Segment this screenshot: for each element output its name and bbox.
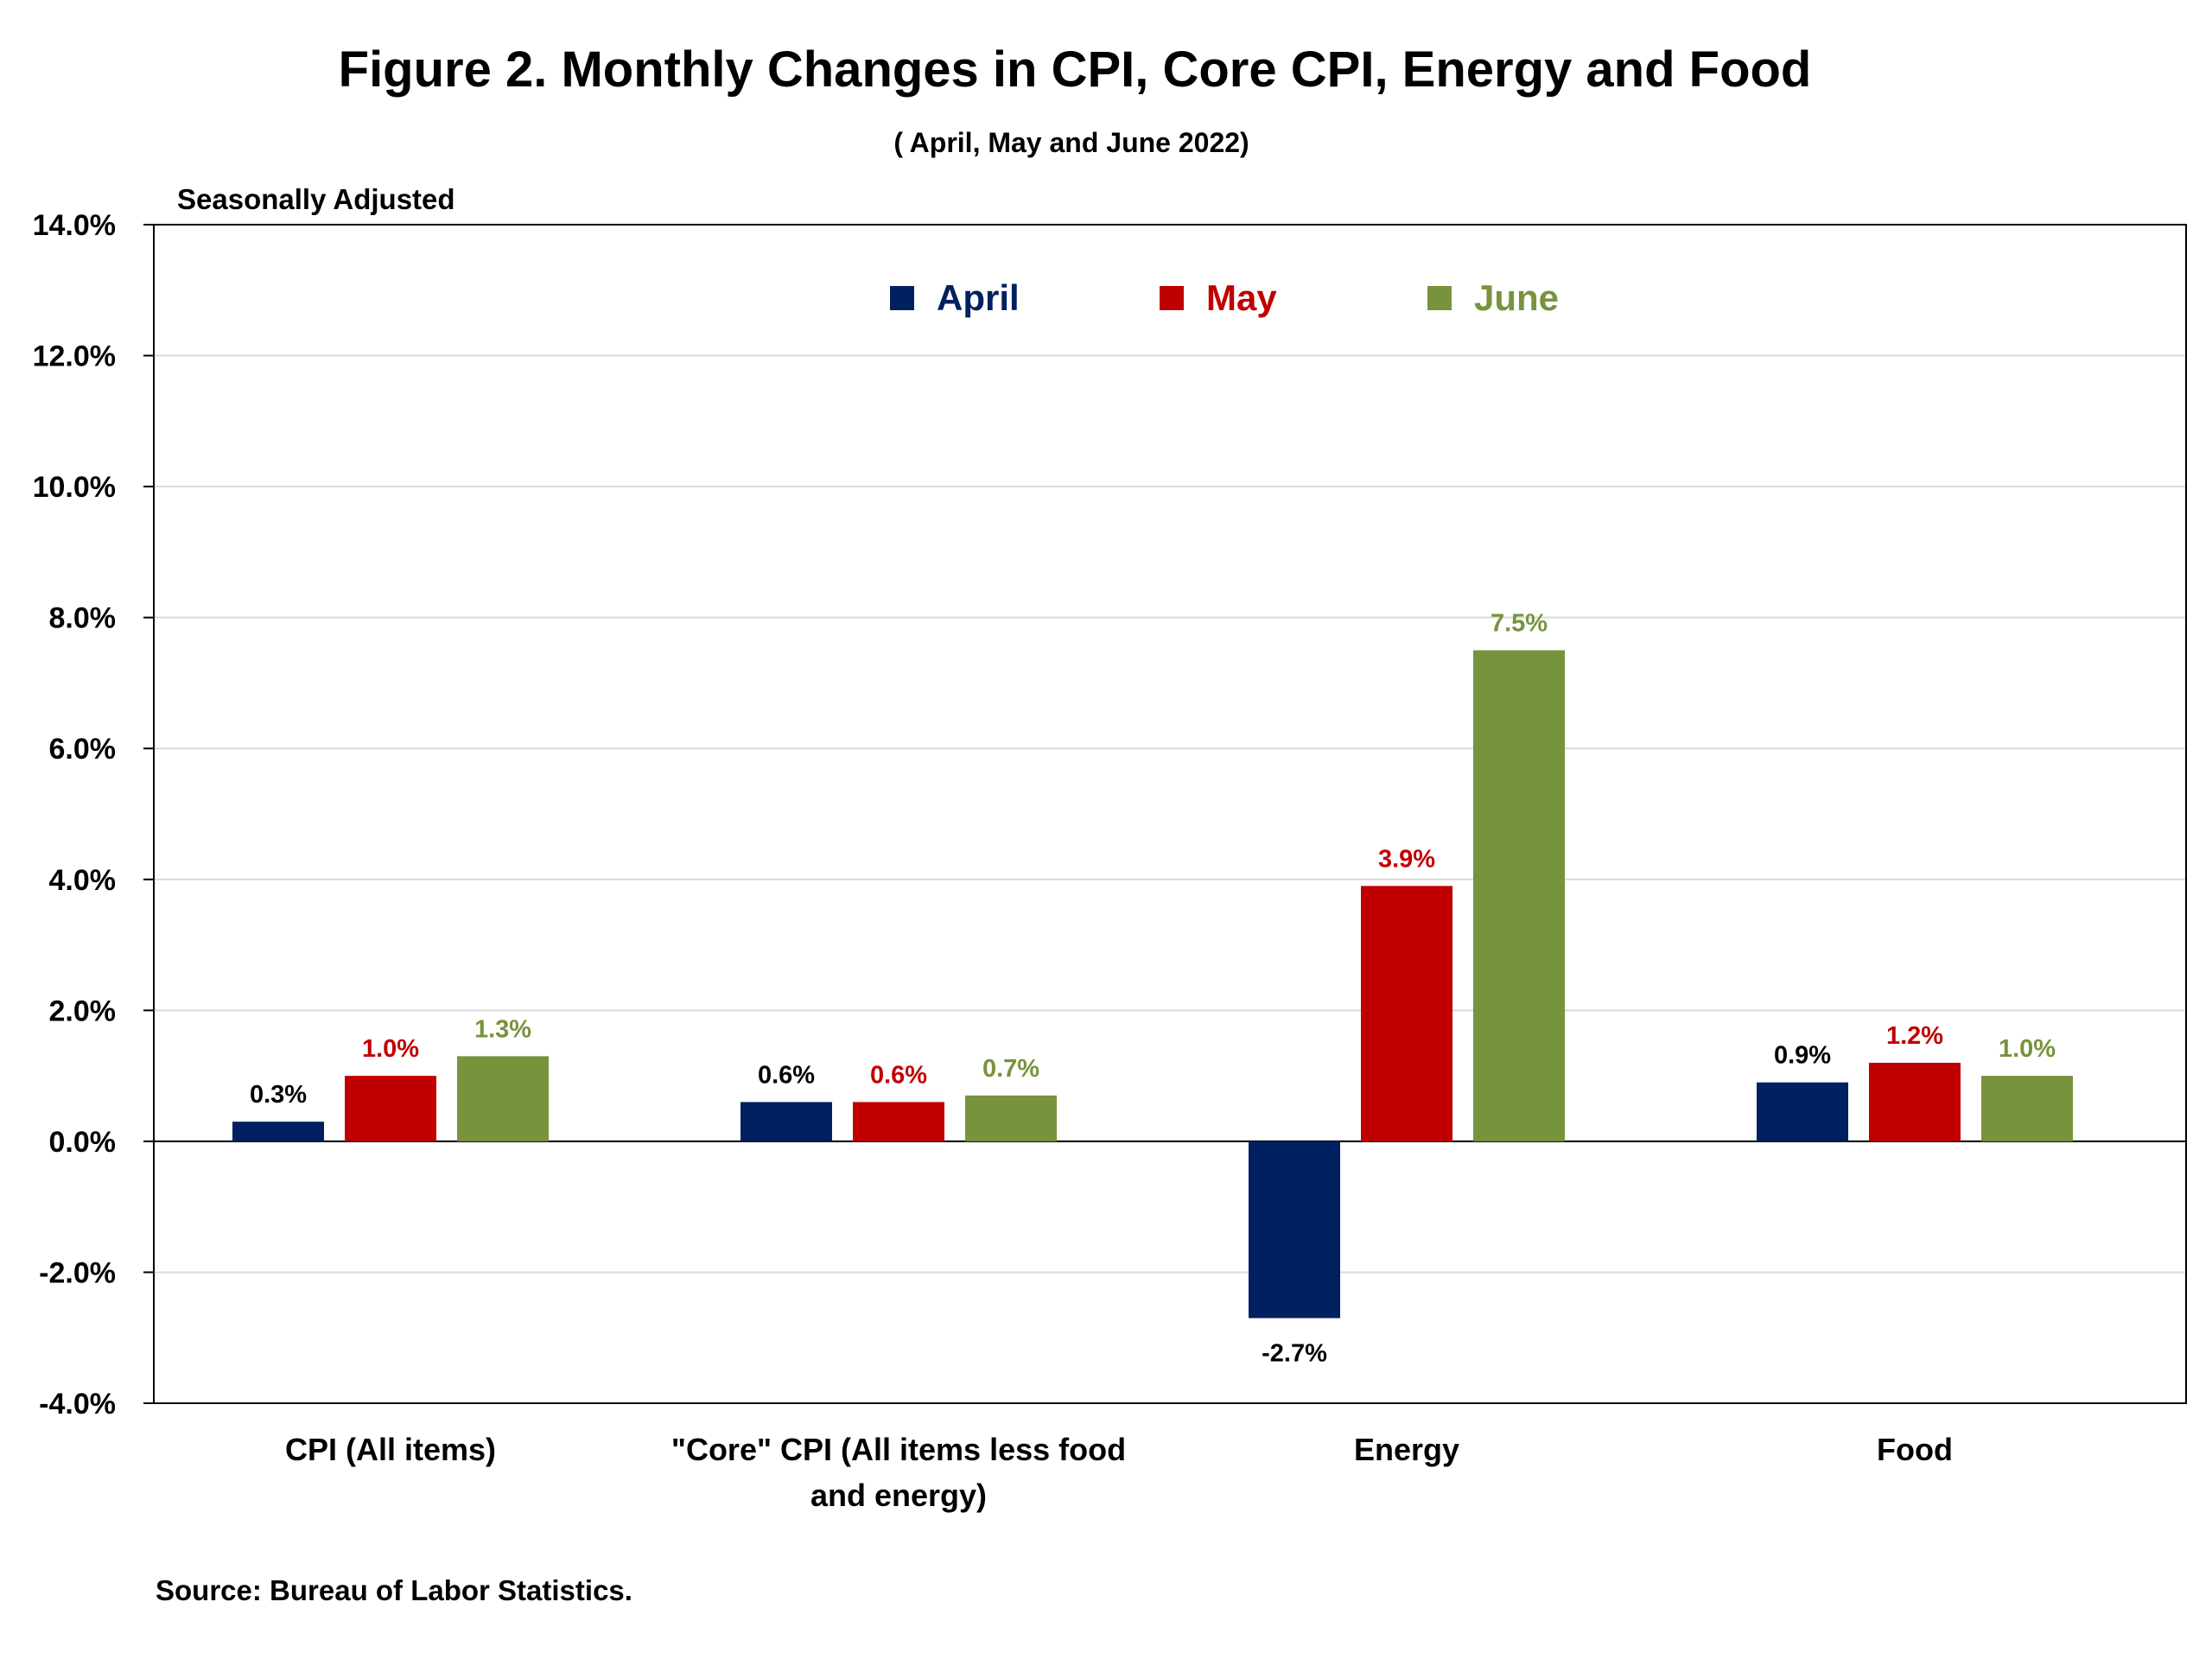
legend: April May June xyxy=(890,277,1559,318)
chart-subtitle: ( April, May and June 2022) xyxy=(893,127,1249,158)
bar-april xyxy=(1757,1082,1848,1141)
legend-label-may: May xyxy=(1206,277,1277,318)
data-label: 0.7% xyxy=(982,1055,1039,1083)
y-tick-label: 8.0% xyxy=(49,602,117,635)
y-tick-label: 14.0% xyxy=(33,209,116,242)
bar-may xyxy=(853,1102,944,1141)
bar-may xyxy=(1361,886,1452,1141)
data-label: 0.6% xyxy=(870,1061,927,1089)
y-tick-label: 2.0% xyxy=(49,995,117,1027)
data-label: 1.3% xyxy=(474,1015,531,1043)
y-tick-label: -4.0% xyxy=(39,1388,116,1421)
data-label: 3.9% xyxy=(1378,845,1435,873)
y-tick-label: 6.0% xyxy=(49,733,117,766)
bar-june xyxy=(457,1056,549,1141)
data-labels: 0.3% 1.0% 1.3% 0.6% 0.6% 0.7% -2.7% 3.9% 7.5% 0.9… xyxy=(250,610,2056,1368)
gridlines xyxy=(154,354,2186,1274)
bar-may xyxy=(1869,1062,1961,1141)
data-label: 0.3% xyxy=(250,1081,307,1109)
legend-label-june: June xyxy=(1474,277,1559,318)
y-tick-label: -2.0% xyxy=(39,1256,116,1289)
data-label: 1.0% xyxy=(362,1035,419,1063)
bar-april xyxy=(232,1122,324,1141)
bar-april xyxy=(741,1102,832,1141)
seasonally-adjusted-note: Seasonally Adjusted xyxy=(177,183,455,215)
y-axis: 14.0% 12.0% 10.0% 8.0% 6.0% 4.0% 2.0% 0.0% -2.0%… xyxy=(33,209,154,1421)
data-label: 7.5% xyxy=(1491,610,1548,638)
bar-june xyxy=(965,1095,1057,1141)
x-tick-label: and energy) xyxy=(810,1478,987,1513)
bar-april xyxy=(1249,1141,1340,1319)
source-note: Source: Bureau of Labor Statistics. xyxy=(156,1574,632,1606)
bar-june xyxy=(1981,1076,2073,1141)
bar-june xyxy=(1473,650,1565,1141)
chart-title: Figure 2. Monthly Changes in CPI, Core C… xyxy=(339,41,1812,98)
legend-label-april: April xyxy=(937,277,1020,318)
data-label: 1.2% xyxy=(1886,1022,1943,1050)
data-label: -2.7% xyxy=(1262,1339,1327,1367)
y-tick-label: 0.0% xyxy=(49,1126,117,1159)
x-tick-label: CPI (All items) xyxy=(285,1432,496,1467)
y-tick-label: 4.0% xyxy=(49,864,117,897)
y-tick-label: 10.0% xyxy=(33,471,116,504)
legend-swatch-april xyxy=(890,286,914,310)
data-label: 1.0% xyxy=(1999,1035,2056,1063)
data-label: 0.9% xyxy=(1774,1042,1831,1070)
x-axis: CPI (All items) "Core" CPI (All items les… xyxy=(285,1432,1953,1513)
legend-swatch-june xyxy=(1427,286,1452,310)
x-tick-label: Energy xyxy=(1354,1432,1459,1467)
x-tick-label: Food xyxy=(1877,1432,1953,1467)
x-tick-label: "Core" CPI (All items less food xyxy=(671,1432,1126,1467)
data-label: 0.6% xyxy=(758,1061,815,1089)
bars xyxy=(232,650,2073,1319)
bar-may xyxy=(345,1076,436,1141)
plot-area-frame xyxy=(153,224,2187,1404)
y-tick-label: 12.0% xyxy=(33,340,116,373)
legend-swatch-may xyxy=(1160,286,1184,310)
